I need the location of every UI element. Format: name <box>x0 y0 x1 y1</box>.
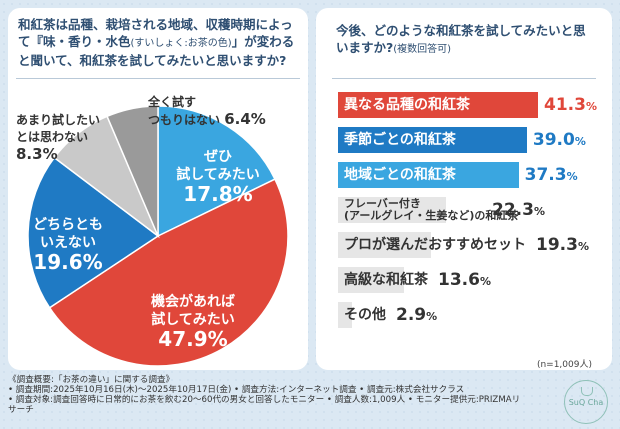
bar-value: 37.3% <box>524 165 578 185</box>
pie-chart <box>27 105 289 367</box>
pie-label-zehi: ぜひ 試してみたい 17.8% <box>176 149 260 206</box>
suqcha-logo: SuQ Cha <box>564 380 608 424</box>
bar-label: その他 <box>344 307 386 323</box>
bar-row: プロが選んだおすすめセット 19.3% <box>338 232 600 258</box>
pie-label-amari: あまり試したい とは思わない 8.3% <box>16 113 101 163</box>
divider <box>16 78 300 79</box>
bar <box>338 127 527 153</box>
bar-row: 異なる品種の和紅茶 41.3% <box>338 92 600 118</box>
pie-slice-1 <box>48 178 289 367</box>
bar-value: 39.0% <box>532 130 586 150</box>
bar-label: 異なる品種の和紅茶 <box>344 97 470 113</box>
pie-slice-2 <box>27 156 160 309</box>
bar-value: 2.9% <box>396 305 438 325</box>
bar-value: 41.3% <box>544 95 597 115</box>
bar-row: フレーバー付き (アールグレイ・生姜など)の和紅茶 22.3% <box>338 197 600 223</box>
bar-row: その他 2.9% <box>338 302 600 328</box>
pie-slice-4 <box>106 105 159 237</box>
pie-label-dochira: どちらとも いえない 19.6% <box>33 217 103 274</box>
bar-label: プロが選んだおすすめセット <box>344 237 526 253</box>
teacup-icon <box>581 387 593 396</box>
bar-chart-card: 今後、どのような和紅茶を試してみたいと思いますか?(複数回答可) 異なる品種の和… <box>316 8 612 370</box>
pie-question: 和紅茶は品種、栽培される地域、収穫時期によって『味・香り・水色(すいしょく:お茶… <box>18 17 295 68</box>
pie-slice-0 <box>157 105 276 238</box>
divider <box>332 78 596 79</box>
bar-value: 13.6% <box>438 270 491 290</box>
pie-label-kikai: 機会があれば 試してみたい 47.9% <box>151 294 235 351</box>
bar <box>338 302 353 328</box>
bar-row: 高級な和紅茶 13.6% <box>338 267 600 293</box>
pie-chart-card: 和紅茶は品種、栽培される地域、収穫時期によって『味・香り・水色(すいしょく:お茶… <box>8 8 308 370</box>
bar-label: フレーバー付き (アールグレイ・生姜など)の和紅茶 <box>344 197 519 222</box>
bar <box>338 232 432 258</box>
sample-size: (n=1,009人) <box>536 360 592 370</box>
pie-label-mattaku: 全く試す つもりはない 6.4% <box>148 95 266 128</box>
bar-value: 22.3% <box>492 200 545 220</box>
survey-footnote: 《調査概要:「お茶の違い」に関する調査》 • 調査期間:2025年10月16日(… <box>8 375 521 415</box>
bar-label: 季節ごとの和紅茶 <box>344 132 456 148</box>
bar-label: 地域ごとの和紅茶 <box>344 167 456 183</box>
bar-question: 今後、どのような和紅茶を試してみたいと思いますか?(複数回答可) <box>336 23 586 55</box>
bar <box>338 92 538 118</box>
bar <box>338 267 404 293</box>
bar-row: 地域ごとの和紅茶 37.3% <box>338 162 600 188</box>
bar-row: 季節ごとの和紅茶 39.0% <box>338 127 600 153</box>
bar-label: 高級な和紅茶 <box>344 272 428 288</box>
bar <box>338 197 446 223</box>
bar <box>338 162 519 188</box>
bar-value: 19.3% <box>536 235 589 255</box>
